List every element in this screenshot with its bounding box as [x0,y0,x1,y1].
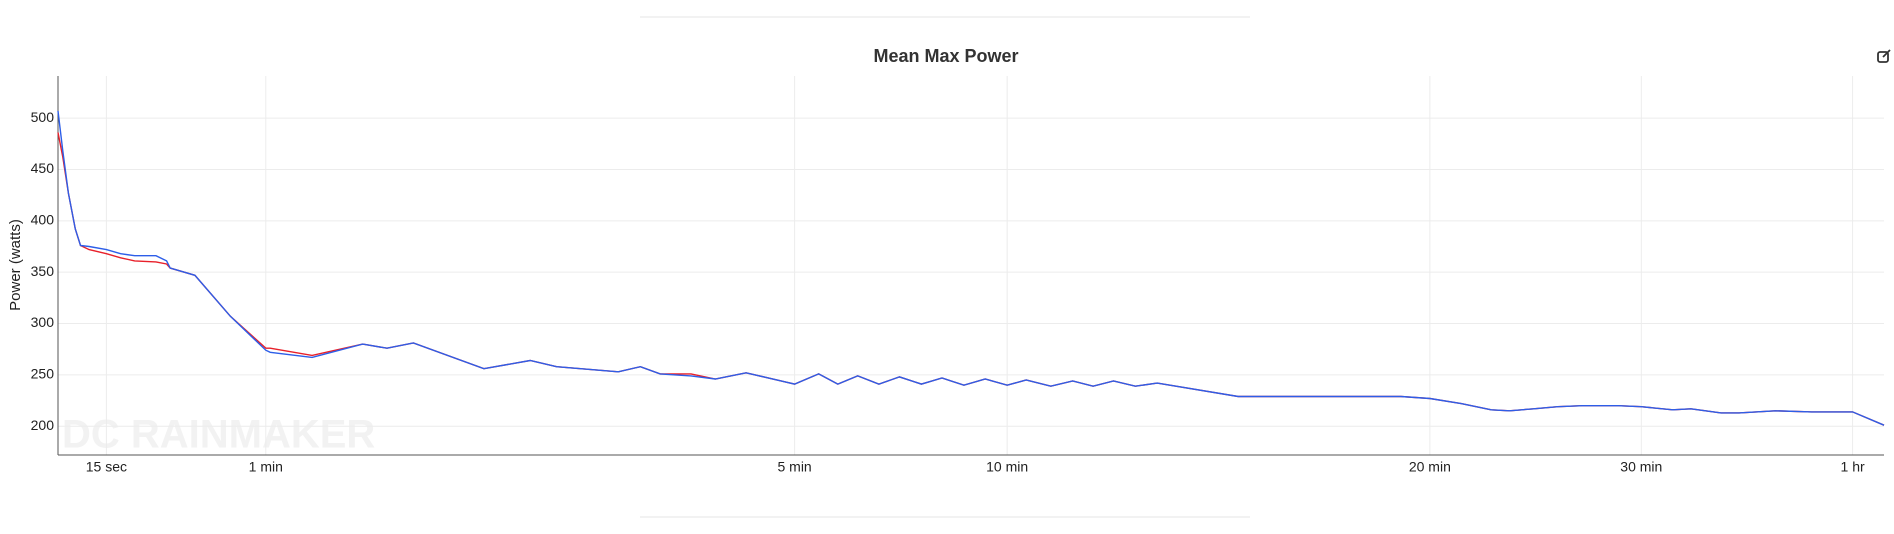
y-tick-label: 200 [31,417,55,433]
x-tick-label: 1 min [249,459,283,475]
y-tick-label: 350 [31,263,55,279]
y-tick-label: 300 [31,314,55,330]
y-tick-label: 400 [31,212,55,228]
x-tick-label: 20 min [1409,459,1451,475]
data-line [57,132,1885,426]
x-tick-label: 5 min [777,459,811,475]
y-tick-label: 450 [31,160,55,176]
chart-title: Mean Max Power [873,46,1018,66]
x-tick-label: 10 min [986,459,1028,475]
data-line [57,110,1885,426]
x-tick-label: 30 min [1620,459,1662,475]
y-tick-label: 500 [31,109,55,125]
x-tick-label: 1 hr [1841,459,1865,475]
watermark: DC RAINMAKER [62,413,375,457]
y-tick-label: 250 [31,366,55,382]
y-axis-label: Power (watts) [7,219,24,311]
edit-icon[interactable] [1877,49,1891,63]
x-tick-label: 15 sec [86,459,127,475]
